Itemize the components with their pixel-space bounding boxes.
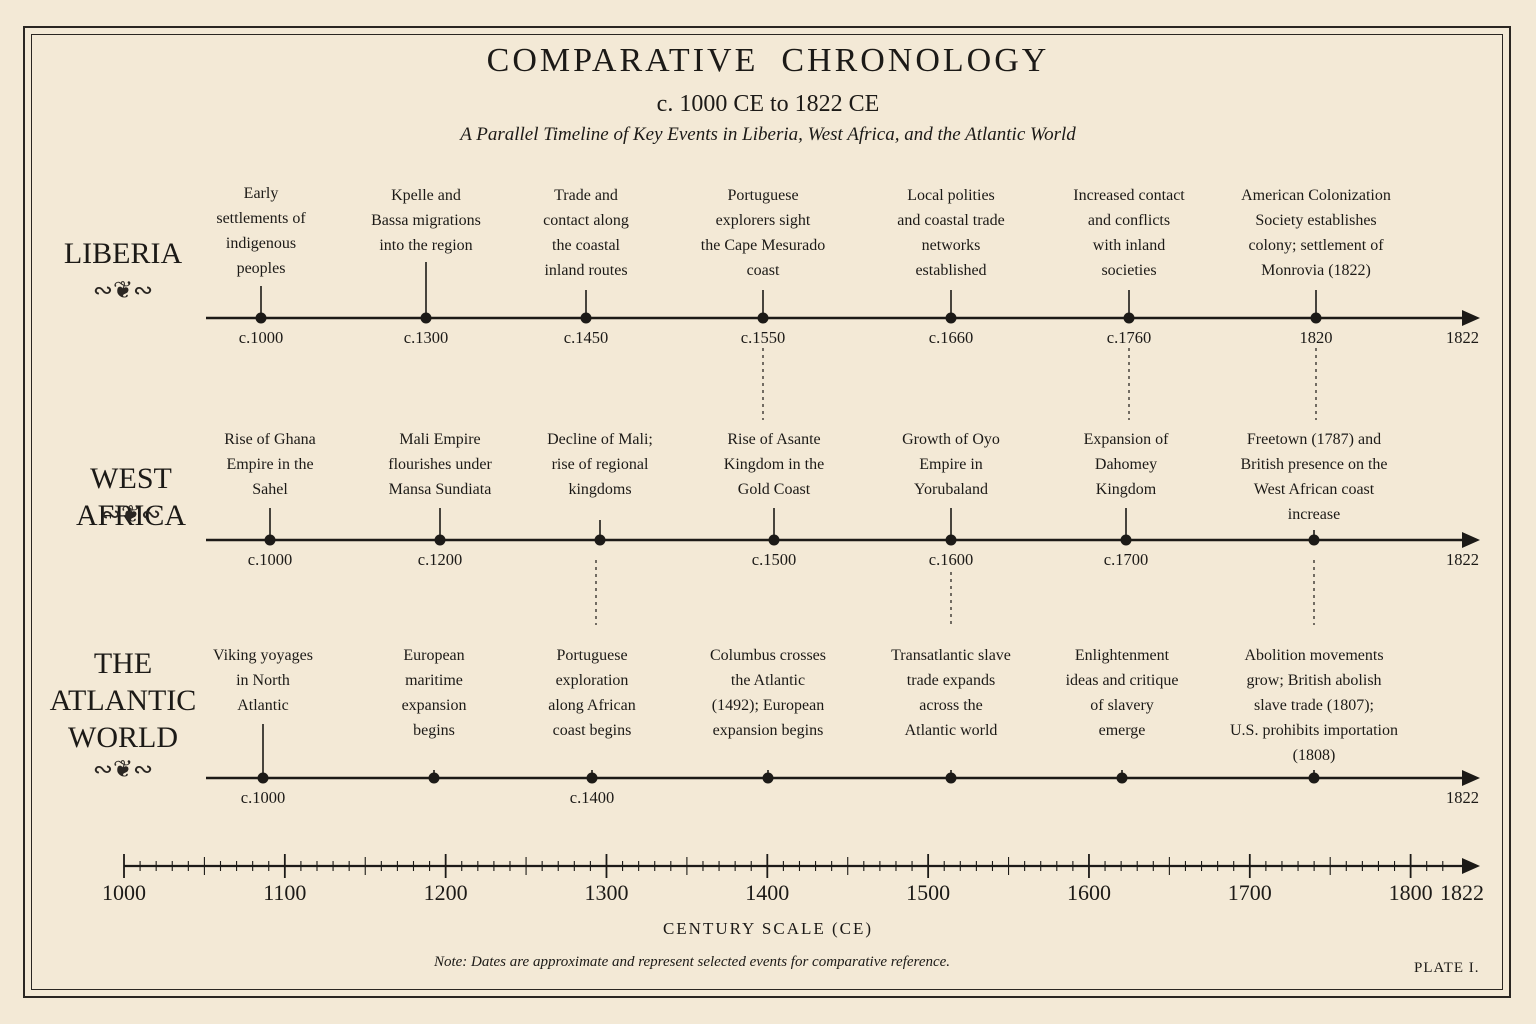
page-caption: A Parallel Timeline of Key Events in Lib… (460, 124, 1076, 145)
scale-tick-label: 1600 (1066, 880, 1111, 905)
event-description: Local polities and coastal trade networks e… (897, 187, 1005, 279)
event-description: Portuguese explorers sight the Cape Mesura… (700, 187, 826, 279)
event-description: Portuguese exploration along African coast … (548, 647, 636, 739)
event-date-label: c.1000 (240, 788, 286, 807)
event-marker (1120, 534, 1132, 546)
event-marker (434, 534, 446, 546)
row-axis-arrow (1462, 770, 1480, 786)
scale-tick-label: 1822 (1440, 880, 1484, 905)
row-axis-arrow (1462, 532, 1480, 548)
row-end-label: 1822 (1446, 550, 1479, 569)
scale-tick-label: 1800 (1388, 880, 1433, 905)
flourish-ornament: ∾❦∾ (92, 276, 154, 304)
event-description: Mali Empire flourishes under Mansa Sundiat… (388, 431, 492, 498)
event-description: Rise of Ghana Empire in the Sahel (224, 431, 316, 498)
event-marker (1116, 772, 1128, 784)
event-date-label: c.1200 (417, 550, 463, 569)
event-date-label: c.1450 (563, 328, 609, 347)
event-date-label: 1820 (1299, 328, 1333, 347)
event-description: Growth of Oyo Empire in Yorubaland (902, 431, 1000, 498)
event-description: Enlightenment ideas and critique of slaver… (1065, 647, 1179, 739)
row-axis-arrow (1462, 310, 1480, 326)
event-date-label: c.1300 (403, 328, 449, 347)
scale-tick-label: 1200 (423, 880, 468, 905)
event-date-label: c.1550 (740, 328, 786, 347)
scale-tick-label: 1400 (745, 880, 790, 905)
plate-label: PLATE I. (1414, 960, 1480, 976)
flourish-ornament: ∾❦∾ (100, 500, 162, 528)
event-description: Abolition movements grow; British abolish… (1230, 647, 1398, 764)
scale-tick-label: 1500 (906, 880, 951, 905)
event-description: Early settlements of indigenous peoples (216, 185, 306, 277)
event-marker (264, 534, 276, 546)
row-end-label: 1822 (1446, 788, 1479, 807)
event-description: American Colonization Society establishes… (1241, 187, 1391, 279)
event-description: Kpelle and Bassa migrations into the regio… (371, 187, 481, 254)
event-date-label: c.1400 (569, 788, 615, 807)
event-description: Decline of Mali; rise of regional kingdoms (547, 431, 653, 498)
row-label: LIBERIA (63, 237, 183, 270)
event-description: Increased contact and conflicts with inlan… (1073, 187, 1185, 279)
event-description: Rise of Asante Kingdom in the Gold Coast (723, 431, 825, 498)
event-marker (768, 534, 780, 546)
event-marker (586, 772, 598, 784)
event-marker (945, 772, 957, 784)
event-description: European maritime expansion begins (401, 647, 467, 739)
event-date-label: c.1600 (928, 550, 974, 569)
row-label: WEST AFRICA (75, 462, 187, 532)
event-date-label: c.1660 (928, 328, 974, 347)
event-description: Expansion of Dahomey Kingdom (1083, 431, 1169, 498)
page-title: COMPARATIVE CHRONOLOGY (486, 42, 1050, 79)
event-description: Columbus crosses the Atlantic (1492); Euro… (710, 647, 826, 739)
event-description: Viking yoyages in North Atlantic (213, 647, 313, 714)
flourish-ornament: ∾❦∾ (92, 755, 154, 783)
event-marker (580, 312, 592, 324)
event-marker (255, 312, 267, 324)
row-end-label: 1822 (1446, 328, 1479, 347)
scale-tick-label: 1000 (102, 880, 146, 905)
event-description: Transatlantic slave trade expands across t… (891, 647, 1011, 739)
row-label: THE ATLANTIC WORLD (49, 647, 197, 754)
event-date-label: c.1760 (1106, 328, 1152, 347)
event-marker (428, 772, 440, 784)
event-marker (945, 534, 957, 546)
event-marker (1123, 312, 1135, 324)
scale-tick-label: 1700 (1227, 880, 1272, 905)
event-date-label: c.1000 (238, 328, 284, 347)
event-date-label: c.1500 (751, 550, 797, 569)
scale-title: CENTURY SCALE (CE) (662, 919, 874, 938)
inner-border (31, 34, 1503, 990)
scale-tick-label: 1100 (263, 880, 307, 905)
scale-tick-label: 1300 (584, 880, 629, 905)
event-marker (420, 312, 432, 324)
event-marker (945, 312, 957, 324)
event-date-label: c.1700 (1103, 550, 1149, 569)
event-marker (1308, 534, 1320, 546)
event-marker (257, 772, 269, 784)
event-marker (1310, 312, 1322, 324)
event-marker (594, 534, 606, 546)
outer-border (23, 26, 1511, 998)
page-subtitle: c. 1000 CE to 1822 CE (656, 91, 880, 117)
event-marker (762, 772, 774, 784)
event-description: Freetown (1787) and British presence on t… (1240, 431, 1388, 523)
event-date-label: c.1000 (247, 550, 293, 569)
scale-axis-arrow (1462, 858, 1480, 874)
event-marker (1308, 772, 1320, 784)
event-marker (757, 312, 769, 324)
event-description: Trade and contact along the coastal inland … (543, 187, 629, 279)
footer-note: Note: Dates are approximate and represen… (433, 954, 951, 970)
